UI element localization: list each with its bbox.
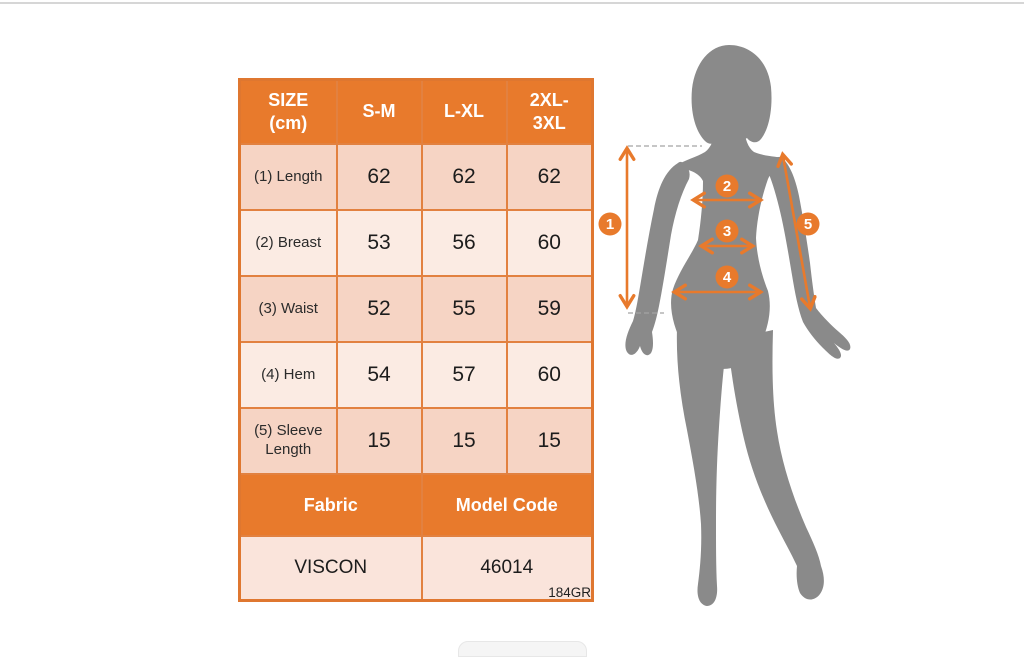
header-l-xl: L-XL [420,78,508,145]
marker-2-number: 2 [723,178,731,195]
cell-value: 54 [335,341,423,409]
cell-value: 15 [420,407,508,475]
header-2xl-3xl: 2XL-3XL [505,78,594,145]
woman-silhouette [625,45,851,606]
marker-5-number: 5 [804,216,812,233]
size-chart-table: SIZE (cm) S-M L-XL 2XL-3XL (1) Length 62… [238,78,594,602]
cell-value: 62 [335,143,423,211]
cell-value: 55 [420,275,508,343]
size-table-header-row: SIZE (cm) S-M L-XL 2XL-3XL [238,78,594,145]
weight-note: 184GR [548,585,591,600]
header-s-m: S-M [335,78,423,145]
marker-4: 4 [715,265,739,289]
cell-value: 52 [335,275,423,343]
cell-value: 60 [505,341,594,409]
table-row-length: (1) Length 62 62 62 [238,143,594,211]
table-footer-header-row: Fabric Model Code [238,473,594,537]
table-row-hem: (4) Hem 54 57 60 [238,341,594,409]
marker-4-circle [715,265,739,289]
row-label: (2) Breast [238,209,338,277]
marker-2-circle [715,174,739,198]
table-row-waist: (3) Waist 52 55 59 [238,275,594,343]
cell-value: 62 [505,143,594,211]
table-row-breast: (2) Breast 53 56 60 [238,209,594,277]
marker-4-number: 4 [723,269,732,286]
model-code-header: Model Code [420,473,594,537]
table-footer-value-row: VISCON 46014 [238,535,594,602]
cell-value: 15 [505,407,594,475]
row-label: (5) Sleeve Length [238,407,338,475]
body-measurement-figure: 1 2 3 4 5 [598,45,851,606]
cell-value: 57 [420,341,508,409]
marker-1-number: 1 [606,216,614,233]
marker-3: 3 [715,219,739,243]
row-label: (4) Hem [238,341,338,409]
silhouette-left-arm [625,161,690,356]
row-label: (3) Waist [238,275,338,343]
cell-value: 15 [335,407,423,475]
table-row-sleeve-length: (5) Sleeve Length 15 15 15 [238,407,594,475]
cell-value: 62 [420,143,508,211]
row-label: (1) Length [238,143,338,211]
top-divider-line [0,2,1024,4]
marker-5-circle [796,212,820,236]
cell-value: 59 [505,275,594,343]
model-code-value: 46014 [420,535,594,602]
header-size-cm: SIZE (cm) [238,78,338,145]
fabric-value: VISCON [238,535,423,602]
fabric-header: Fabric [238,473,423,537]
marker-3-circle [715,219,739,243]
silhouette-right-leg [727,330,824,600]
marker-5: 5 [796,212,820,236]
cell-value: 53 [335,209,423,277]
marker-2: 2 [715,174,739,198]
bottom-scroll-pill [458,641,587,657]
silhouette-left-leg [676,328,726,606]
cell-value: 60 [505,209,594,277]
marker-3-number: 3 [723,223,731,240]
cell-value: 56 [420,209,508,277]
marker-1: 1 [598,212,622,236]
arrow-sleeve [776,151,817,312]
silhouette-head [691,45,772,144]
marker-1-circle [598,212,622,236]
silhouette-right-arm [767,156,851,359]
